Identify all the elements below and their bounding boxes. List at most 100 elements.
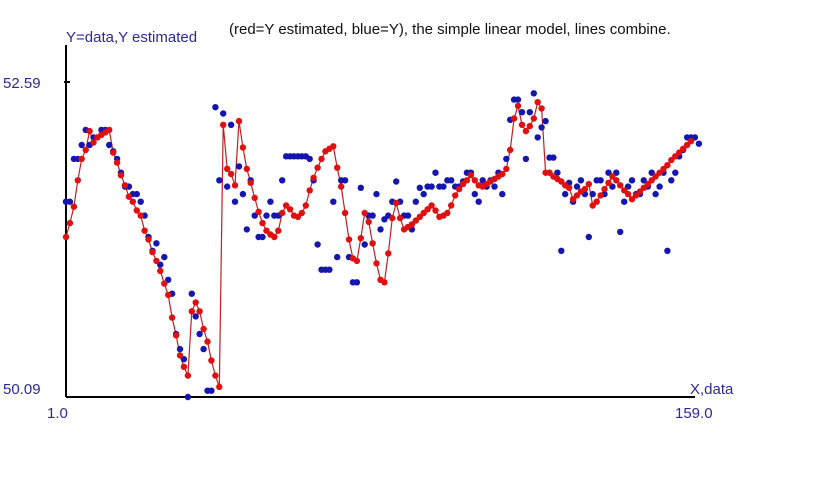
estimated-point	[196, 308, 203, 315]
estimated-point	[153, 257, 160, 265]
data-point	[621, 198, 628, 205]
data-point	[428, 183, 435, 190]
y-tick-label-top: 52.59	[3, 75, 41, 92]
data-point	[208, 387, 215, 394]
data-point	[542, 117, 549, 125]
data-point	[220, 110, 227, 117]
estimated-point	[393, 199, 400, 207]
estimated-point	[452, 192, 459, 199]
data-point	[196, 330, 203, 338]
estimated-point	[381, 279, 388, 286]
data-point	[664, 247, 671, 254]
estimated-point	[628, 196, 636, 203]
data-point	[420, 190, 427, 198]
data-point	[314, 241, 321, 248]
data-point	[550, 154, 557, 161]
estimated-point	[117, 172, 125, 179]
estimated-point	[432, 207, 439, 214]
plot-area	[62, 90, 703, 401]
estimated-point	[271, 233, 278, 241]
estimated-point	[499, 170, 506, 178]
estimated-point	[687, 138, 695, 145]
estimated-point	[145, 236, 152, 243]
data-point	[597, 177, 604, 184]
data-point	[573, 183, 581, 190]
estimated-point	[448, 202, 455, 209]
estimated-point	[522, 127, 530, 135]
estimated-point	[161, 280, 168, 287]
data-point	[184, 393, 192, 401]
data-point	[530, 90, 537, 97]
estimated-point	[463, 177, 471, 184]
estimated-point	[184, 372, 192, 379]
estimated-point	[239, 144, 247, 151]
data-point	[640, 177, 647, 184]
data-point	[514, 96, 522, 103]
y-axis-label: Y=data,Y estimated	[66, 29, 197, 46]
estimated-point	[565, 184, 573, 191]
estimated-point	[259, 219, 266, 227]
estimated-point	[503, 165, 510, 173]
estimated-point	[235, 117, 243, 125]
estimated-point	[251, 194, 258, 202]
data-point	[656, 183, 663, 190]
data-point	[558, 247, 565, 254]
data-point	[534, 134, 541, 141]
data-point	[652, 190, 659, 198]
estimated-point	[129, 198, 136, 205]
data-point	[188, 290, 195, 297]
estimated-point	[318, 155, 325, 163]
estimated-point	[334, 164, 341, 171]
estimated-point	[86, 127, 93, 135]
data-point	[672, 169, 679, 176]
data-point	[357, 184, 364, 191]
data-point	[306, 155, 313, 163]
estimated-point	[314, 164, 321, 171]
data-point	[239, 190, 247, 198]
estimated-point	[192, 299, 199, 306]
estimated-point	[78, 155, 85, 163]
estimated-point	[652, 173, 659, 180]
data-point	[585, 233, 592, 241]
estimated-point	[133, 207, 140, 214]
estimated-point	[255, 208, 262, 215]
data-point	[334, 253, 341, 261]
estimated-point	[357, 235, 364, 242]
data-point	[369, 212, 376, 219]
data-point	[263, 212, 270, 219]
estimated-point	[585, 180, 592, 188]
data-point	[200, 345, 207, 353]
estimated-point	[605, 179, 612, 186]
data-point	[503, 155, 510, 163]
estimated-point	[467, 172, 475, 179]
data-point	[471, 190, 478, 198]
data-point	[341, 177, 349, 184]
estimated-point	[361, 209, 368, 217]
data-point	[373, 190, 380, 198]
estimated-point	[428, 202, 435, 209]
estimated-point	[110, 149, 117, 156]
estimated-point	[534, 99, 541, 106]
estimated-point	[341, 209, 349, 217]
estimated-point	[302, 202, 309, 209]
data-point	[628, 177, 636, 184]
estimated-point	[624, 190, 632, 198]
data-point	[695, 140, 703, 147]
estimated-point	[141, 227, 148, 234]
data-point	[227, 121, 235, 128]
estimated-point	[538, 105, 545, 112]
data-point	[192, 313, 199, 320]
estimated-point	[471, 177, 478, 184]
estimated-point	[70, 203, 78, 210]
estimated-point	[66, 219, 74, 227]
data-point	[353, 279, 361, 286]
estimated-point	[188, 308, 195, 315]
data-point	[668, 177, 675, 184]
estimated-point	[121, 182, 129, 189]
data-point	[440, 183, 447, 190]
estimated-point	[216, 383, 223, 391]
data-point	[448, 177, 455, 184]
data-point	[491, 183, 498, 190]
estimated-point	[444, 209, 451, 217]
estimated-point	[231, 182, 239, 189]
